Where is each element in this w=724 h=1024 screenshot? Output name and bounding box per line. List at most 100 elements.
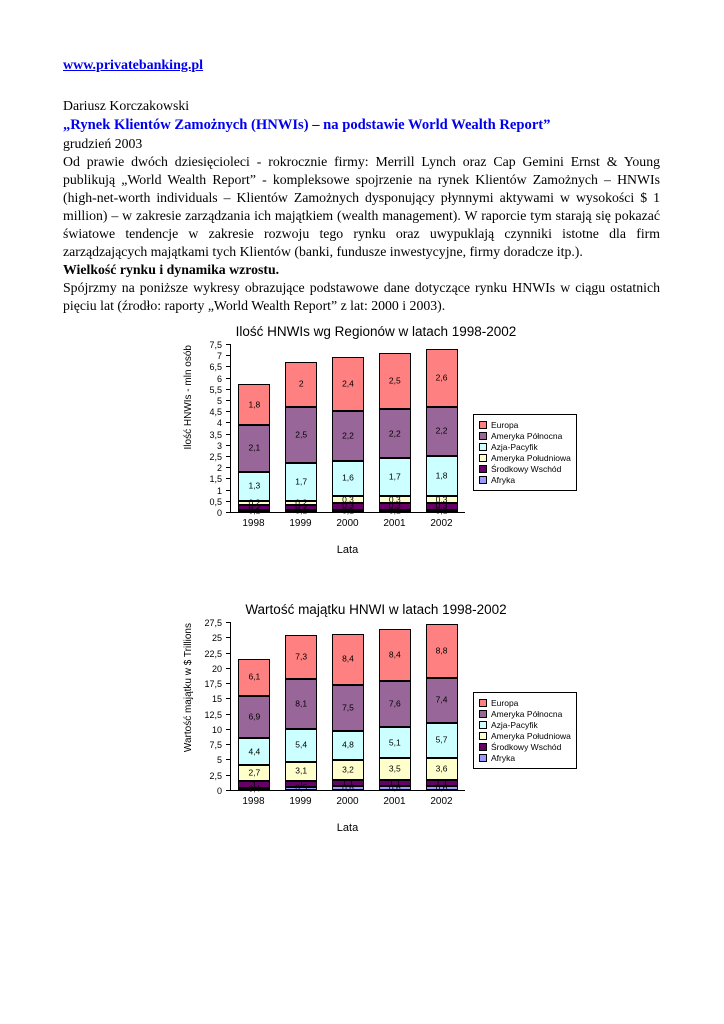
axis-area: 0 0,5 1 1,5 2 2,5 3 3,5 4 4,5 5 5,5 6 6,5 7 7,5 0,1 0,2 0,… [196,340,465,518]
y-tick-mark [226,667,230,669]
bar-segment: 3,2 [331,760,364,780]
x-tick-label: 2000 [336,796,359,807]
legend-swatch [479,431,487,440]
legend-item: Ameryka Północna [479,431,571,441]
y-tick-mark [226,344,230,345]
x-tick-label: 1999 [289,796,312,807]
bar-value-label: 0,3 [435,500,448,511]
legend-swatch [479,475,487,484]
paragraph-charts-intro: Spójrzmy na poniższe wykresy obrazujące … [63,280,660,313]
y-tick-label: 2,5 [209,452,222,462]
legend-item: Afryka [479,475,571,485]
y-tick-mark [226,377,230,379]
y-tick-mark [226,489,230,491]
article-title: „Rynek Klientów Zamożnych (HNWIs) – na p… [63,117,551,133]
y-axis-title-text: Ilość HNWIs - mln osób [182,345,194,450]
y-tick-label: 15 [211,694,222,705]
bar-segment: 0,6 [378,783,411,792]
y-tick-label: 5 [216,755,222,766]
y-tick-label: 0,5 [209,496,222,507]
y-tick-label: 2 [216,463,222,474]
legend-item: Azja-Pacyfik [479,720,571,730]
bar-value-label: 7,3 [295,651,308,662]
plot-column: 0 0,5 1 1,5 2 2,5 3 3,5 4 4,5 5 5,5 6 6,5 7 7,5 0,1 0,2 0,… [196,340,465,559]
bar-segment: 1 [285,779,318,788]
stacked-bar: 0,1 0,3 0,3 1,7 2,2 2,5 [378,352,411,515]
author-name: Dariusz Korczakowski [63,98,190,113]
website-link[interactable]: www.privatebanking.pl [63,58,204,73]
bar-value-label: 8,4 [342,653,354,664]
y-tick-mark [226,637,230,639]
plot-area: 0,4 1 2,7 4,4 6,9 6,1 0,5 1 3,1 5,4 8,1 7,3 0,6 1,1 3,… [230,622,465,793]
bar-segment: 4,4 [238,738,271,765]
y-tick-mark [226,411,230,413]
chart-hnwi-wealth: Wartość majątku HNWI w latach 1998-2002 W… [181,601,577,837]
bar-segment: 2,4 [331,357,364,412]
bar-segment: 2,6 [425,348,458,407]
stacked-bar: 0,6 1,1 3,2 4,8 7,5 8,4 [331,633,364,792]
x-tick-label: 1999 [289,518,312,529]
bar-segment: 3,6 [425,757,458,780]
legend-item: Europa [479,420,571,430]
bar-value-label: 2,4 [342,378,354,389]
x-axis-title: Lata [336,822,359,834]
legend-swatch [479,698,487,707]
y-tick-label: 4 [216,418,222,429]
bar-value-label: 1,3 [248,480,261,491]
y-tick-mark [226,456,230,457]
bar-segment: 0,2 [285,498,318,507]
stacked-bar: 0,1 0,3 0,3 1,8 2,2 2,6 [425,348,458,515]
bar-value-label: 2 [298,378,304,389]
bar-value-label: 2,2 [342,430,354,441]
y-tick-label: 3 [216,440,222,451]
bar-segment: 3,1 [285,761,318,781]
stacked-bar: 0,6 1,1 3,6 5,7 7,4 8,8 [425,623,458,792]
legend-label: Ameryka Południowa [491,730,571,741]
x-axis-labels: 1998 1999 2000 2001 2002 [230,793,465,811]
bar-segment: 0,3 [331,501,364,510]
y-axis-title: Ilość HNWIs - mln osób [181,345,196,449]
bar-segment: 4,8 [331,730,364,761]
plot-area: 0,1 0,2 0,2 1,3 2,1 1,8 0,1 0,2 0,2 1,7 2,5 2 0,1 0,3… [230,344,465,515]
bar-value-label: 3,6 [435,763,448,774]
bar-value-label: 7,5 [342,702,354,713]
y-tick-label: 6 [216,373,222,384]
legend: Europa Ameryka Północna Azja-Pacyfik Ameryk… [473,691,577,769]
y-tick-label: 5,5 [209,384,222,395]
bar-segment: 1 [238,780,271,789]
y-tick-label: 27,5 [204,618,222,628]
legend-item: Azja-Pacyfik [479,442,571,452]
y-tick-label: 7 [216,351,222,362]
bar-value-label: 5,4 [295,739,308,750]
legend-item: Ameryka Południowa [479,731,571,741]
legend-label: Ameryka Północna [491,430,563,441]
stacked-bar: 0,6 1,1 3,5 5,1 7,6 8,4 [378,629,411,792]
bar-value-label: 1,7 [295,476,308,487]
x-axis-title: Lata [336,544,359,556]
stacked-bar: 0,1 0,2 0,2 1,3 2,1 1,8 [238,384,271,515]
bar-segment: 8,4 [331,633,364,685]
bar-value-label: 1,6 [342,472,354,483]
y-axis-title: Wartość majątku w $ Trillions [181,623,196,752]
y-tick-mark [226,433,230,435]
paragraph-intro: Od prawie dwóch dziesięcioleci - rokrocz… [63,154,660,259]
legend-label: Środkowy Wschód [491,741,562,752]
x-tick-label: 2001 [383,796,406,807]
bar-value-label: 4,8 [342,739,354,750]
y-tick-label: 22,5 [204,648,222,659]
bar-value-label: 5,7 [435,734,448,745]
bar-value-label: 2,1 [248,442,261,453]
bar-value-label: 0,3 [388,500,401,511]
y-tick-mark [226,422,230,424]
bar-segment: 0,3 [425,501,458,510]
chart-title: Ilość HNWIs wg Regionów w latach 1998-20… [235,324,517,339]
legend-swatch [479,420,487,429]
bar-value-label: 2,2 [435,425,448,436]
chart-main: Ilość HNWIs - mln osób 0 0,5 1 1,5 2 2,5 3 3,5 4 4… [181,340,577,559]
bar-value-label: 0,3 [388,494,401,505]
section-heading: Wielkość rynku i dynamika wzrostu. [63,262,280,277]
y-tick-mark [226,744,230,746]
bar-value-label: 0,3 [342,500,354,511]
bar-segment: 0,5 [285,783,318,792]
